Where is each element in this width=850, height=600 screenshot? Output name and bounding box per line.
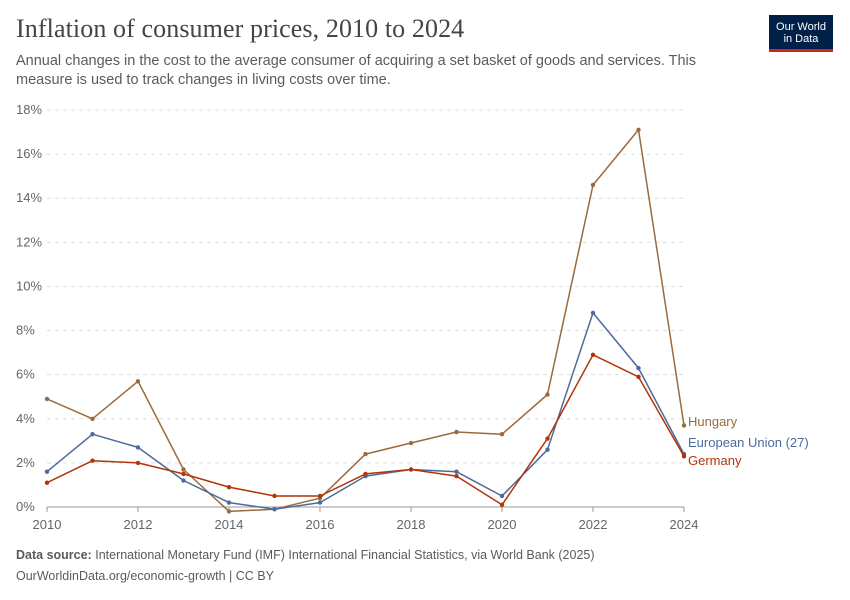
data-point-hungary xyxy=(408,440,414,446)
data-point-european-union-27 xyxy=(545,447,550,452)
y-tick-label: 0% xyxy=(16,499,35,514)
data-point-germany xyxy=(181,471,186,477)
data-point-european-union-27 xyxy=(317,500,323,505)
y-tick-label: 18% xyxy=(16,102,42,117)
data-point-hungary xyxy=(636,127,641,133)
data-point-hungary xyxy=(499,432,505,437)
y-tick-label: 10% xyxy=(16,278,42,293)
line-chart: 0% 2% 4% 6% 8% 10% 12% 14% 16% 18% 2010 2012 2014 201… xyxy=(16,102,809,530)
data-point-hungary xyxy=(681,423,687,428)
data-source-line: Data source: International Monetary Fund… xyxy=(16,548,776,562)
data-point-germany xyxy=(90,458,95,463)
x-tick-label: 2020 xyxy=(488,517,517,530)
legend-label-european-union-27: European Union (27) xyxy=(688,435,809,450)
data-point-european-union-27 xyxy=(135,445,141,450)
data-point-germany xyxy=(545,436,550,441)
data-point-hungary xyxy=(545,392,550,397)
data-point-european-union-27 xyxy=(636,365,641,371)
data-point-germany xyxy=(272,493,277,499)
y-tick-label: 8% xyxy=(16,323,35,338)
data-point-european-union-27 xyxy=(226,500,232,505)
data-point-european-union-27 xyxy=(454,469,459,474)
data-point-european-union-27 xyxy=(590,310,596,316)
data-point-hungary xyxy=(181,467,186,472)
data-point-hungary xyxy=(454,429,459,435)
source-url[interactable]: OurWorldinData.org/economic-growth | CC … xyxy=(16,569,274,583)
y-tick-label: 16% xyxy=(16,146,42,161)
data-point-germany xyxy=(135,460,141,466)
data-point-germany xyxy=(636,374,641,380)
x-tick-label: 2018 xyxy=(397,517,426,530)
data-point-hungary xyxy=(590,182,596,188)
data-point-germany xyxy=(226,484,232,490)
data-point-hungary xyxy=(90,416,95,421)
logo-line-2: in Data xyxy=(783,33,819,45)
logo-line-1: Our World xyxy=(776,21,826,33)
data-point-european-union-27 xyxy=(499,493,505,499)
data-point-european-union-27 xyxy=(90,432,95,437)
x-tick-label: 2012 xyxy=(124,517,153,530)
x-tick-label: 2022 xyxy=(579,517,608,530)
x-tick-label: 2016 xyxy=(306,517,335,530)
y-tick-label: 4% xyxy=(16,411,35,426)
data-point-hungary xyxy=(135,379,141,384)
legend-label-hungary: Hungary xyxy=(688,414,738,429)
chart-title: Inflation of consumer prices, 2010 to 20… xyxy=(16,14,465,43)
data-point-germany xyxy=(590,352,596,358)
series-line-european-union-27 xyxy=(46,312,685,510)
chart-subtitle: Annual changes in the cost to the averag… xyxy=(16,53,697,88)
data-point-european-union-27 xyxy=(181,478,186,483)
x-tick-label: 2014 xyxy=(215,517,244,530)
y-tick-label: 14% xyxy=(16,190,42,205)
data-point-germany xyxy=(681,454,687,459)
data-point-germany xyxy=(44,480,50,485)
y-tick-label: 12% xyxy=(16,234,42,249)
data-point-germany xyxy=(317,493,323,499)
y-tick-label: 6% xyxy=(16,367,35,382)
data-source-text: International Monetary Fund (IMF) Intern… xyxy=(95,548,595,562)
owid-logo[interactable]: Our World in Data xyxy=(769,15,833,52)
x-tick-label: 2010 xyxy=(33,517,62,530)
data-source-label: Data source: xyxy=(16,548,92,562)
y-tick-label: 2% xyxy=(16,455,35,470)
data-point-germany xyxy=(408,467,414,472)
data-point-hungary xyxy=(226,509,232,514)
data-point-european-union-27 xyxy=(44,469,50,474)
data-point-germany xyxy=(363,471,368,477)
data-point-european-union-27 xyxy=(272,507,277,512)
data-point-germany xyxy=(454,473,459,479)
series-line-germany xyxy=(46,354,685,506)
data-point-germany xyxy=(499,502,505,507)
data-point-hungary xyxy=(363,451,368,457)
legend-label-germany: Germany xyxy=(688,453,742,468)
x-tick-label: 2024 xyxy=(670,517,699,530)
data-point-hungary xyxy=(44,396,50,402)
